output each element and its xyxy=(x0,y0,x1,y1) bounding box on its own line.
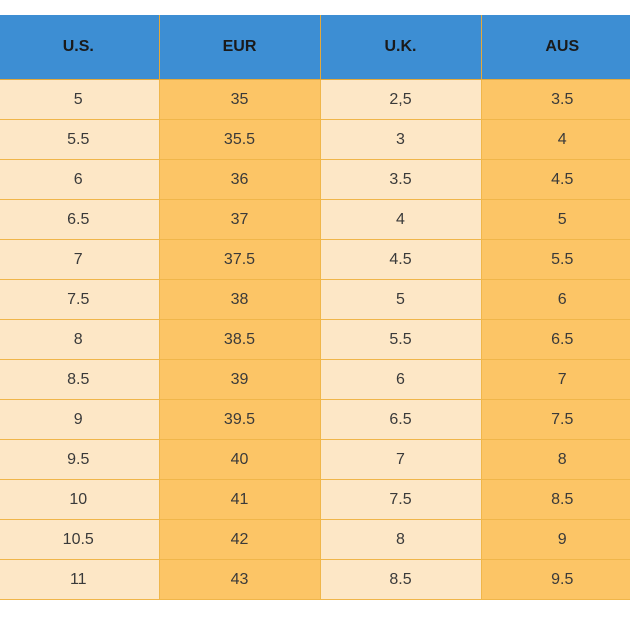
cell-eur: 38 xyxy=(159,279,321,320)
table-row: 9.5 40 7 8 xyxy=(0,439,630,480)
cell-uk: 6 xyxy=(320,359,482,400)
cell-aus: 6.5 xyxy=(481,319,630,360)
cell-uk: 7 xyxy=(320,439,482,480)
cell-us: 6.5 xyxy=(0,199,160,240)
cell-us: 8.5 xyxy=(0,359,160,400)
cell-aus: 8.5 xyxy=(481,479,630,520)
table-row: 7 37.5 4.5 5.5 xyxy=(0,239,630,280)
cell-uk: 5 xyxy=(320,279,482,320)
cell-eur: 39 xyxy=(159,359,321,400)
table-row: 10.5 42 8 9 xyxy=(0,519,630,560)
cell-uk: 8.5 xyxy=(320,559,482,600)
cell-eur: 35 xyxy=(159,79,321,120)
size-chart: U.S. EUR U.K. AUS 5 35 2,5 3.5 5.5 35.5 … xyxy=(0,15,630,600)
header-row: U.S. EUR U.K. AUS xyxy=(0,15,630,80)
cell-us: 9.5 xyxy=(0,439,160,480)
cell-aus: 4.5 xyxy=(481,159,630,200)
table-row: 8.5 39 6 7 xyxy=(0,359,630,400)
cell-aus: 3.5 xyxy=(481,79,630,120)
cell-eur: 37.5 xyxy=(159,239,321,280)
cell-uk: 7.5 xyxy=(320,479,482,520)
cell-uk: 3 xyxy=(320,119,482,160)
header-eur: EUR xyxy=(159,15,321,80)
header-uk: U.K. xyxy=(320,15,482,80)
table-body: 5 35 2,5 3.5 5.5 35.5 3 4 6 36 3.5 4.5 6… xyxy=(0,79,630,600)
cell-aus: 4 xyxy=(481,119,630,160)
table-row: 5.5 35.5 3 4 xyxy=(0,119,630,160)
cell-eur: 39.5 xyxy=(159,399,321,440)
cell-aus: 5.5 xyxy=(481,239,630,280)
cell-eur: 41 xyxy=(159,479,321,520)
cell-us: 8 xyxy=(0,319,160,360)
table-header: U.S. EUR U.K. AUS xyxy=(0,15,630,80)
cell-us: 6 xyxy=(0,159,160,200)
cell-us: 7.5 xyxy=(0,279,160,320)
cell-aus: 9 xyxy=(481,519,630,560)
cell-uk: 8 xyxy=(320,519,482,560)
cell-us: 10.5 xyxy=(0,519,160,560)
cell-eur: 38.5 xyxy=(159,319,321,360)
cell-aus: 8 xyxy=(481,439,630,480)
table-row: 11 43 8.5 9.5 xyxy=(0,559,630,600)
cell-us: 7 xyxy=(0,239,160,280)
table-row: 5 35 2,5 3.5 xyxy=(0,79,630,120)
table-row: 7.5 38 5 6 xyxy=(0,279,630,320)
cell-uk: 4 xyxy=(320,199,482,240)
cell-us: 5 xyxy=(0,79,160,120)
cell-eur: 37 xyxy=(159,199,321,240)
cell-eur: 40 xyxy=(159,439,321,480)
cell-us: 5.5 xyxy=(0,119,160,160)
cell-aus: 9.5 xyxy=(481,559,630,600)
cell-aus: 7.5 xyxy=(481,399,630,440)
cell-us: 10 xyxy=(0,479,160,520)
size-conversion-table: U.S. EUR U.K. AUS 5 35 2,5 3.5 5.5 35.5 … xyxy=(0,15,630,600)
cell-us: 11 xyxy=(0,559,160,600)
cell-eur: 36 xyxy=(159,159,321,200)
cell-eur: 42 xyxy=(159,519,321,560)
cell-uk: 3.5 xyxy=(320,159,482,200)
table-row: 6 36 3.5 4.5 xyxy=(0,159,630,200)
header-aus: AUS xyxy=(481,15,630,80)
cell-aus: 6 xyxy=(481,279,630,320)
cell-aus: 5 xyxy=(481,199,630,240)
cell-us: 9 xyxy=(0,399,160,440)
cell-uk: 5.5 xyxy=(320,319,482,360)
table-row: 8 38.5 5.5 6.5 xyxy=(0,319,630,360)
cell-eur: 35.5 xyxy=(159,119,321,160)
cell-uk: 2,5 xyxy=(320,79,482,120)
cell-aus: 7 xyxy=(481,359,630,400)
cell-uk: 4.5 xyxy=(320,239,482,280)
cell-eur: 43 xyxy=(159,559,321,600)
table-row: 6.5 37 4 5 xyxy=(0,199,630,240)
header-us: U.S. xyxy=(0,15,160,80)
table-row: 10 41 7.5 8.5 xyxy=(0,479,630,520)
cell-uk: 6.5 xyxy=(320,399,482,440)
table-row: 9 39.5 6.5 7.5 xyxy=(0,399,630,440)
